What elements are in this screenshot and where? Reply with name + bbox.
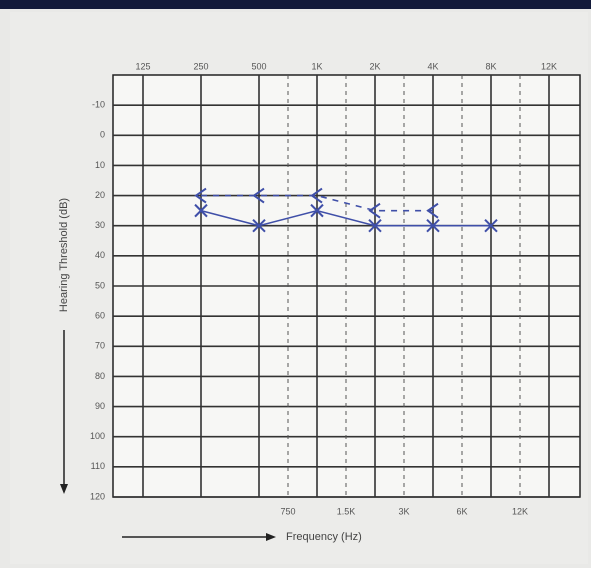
- x-tick-label: 2K: [369, 61, 380, 71]
- y-tick-label: 70: [95, 341, 105, 351]
- x-tick-label: 1K: [311, 61, 322, 71]
- x-tick-label: 12K: [541, 61, 557, 71]
- x-tick-label: 500: [251, 61, 266, 71]
- page: {"chart_data": {"type": "line", "x_axis_…: [0, 0, 591, 568]
- y-tick-label: 50: [95, 280, 105, 290]
- x-secondary-label: 12K: [512, 506, 528, 516]
- y-tick-label: 90: [95, 401, 105, 411]
- x-secondary-label: 1.5K: [337, 506, 356, 516]
- x-secondary-label: 3K: [398, 506, 409, 516]
- y-tick-label: 120: [90, 491, 105, 501]
- x-secondary-label: 6K: [456, 506, 467, 516]
- x-secondary-label: 750: [280, 506, 295, 516]
- top-bar: [0, 0, 591, 9]
- y-tick-label: 20: [95, 190, 105, 200]
- x-tick-label: 250: [193, 61, 208, 71]
- y-tick-label: 0: [100, 130, 105, 140]
- y-tick-label: 40: [95, 250, 105, 260]
- x-tick-label: 125: [135, 61, 150, 71]
- y-tick-label: 80: [95, 371, 105, 381]
- x-tick-label: 4K: [427, 61, 438, 71]
- x-axis-title: Frequency (Hz): [286, 531, 362, 543]
- y-axis-title: Hearing Threshold (dB): [58, 198, 70, 312]
- y-tick-label: 100: [90, 431, 105, 441]
- y-tick-label: 10: [95, 160, 105, 170]
- y-tick-label: 30: [95, 220, 105, 230]
- screenshot: Hearing Threshold (dB) Frequency (Hz) -1…: [0, 0, 591, 568]
- y-tick-label: 60: [95, 311, 105, 321]
- y-tick-label: 110: [91, 461, 105, 471]
- y-tick-label: -10: [92, 100, 105, 110]
- x-tick-label: 8K: [485, 61, 496, 71]
